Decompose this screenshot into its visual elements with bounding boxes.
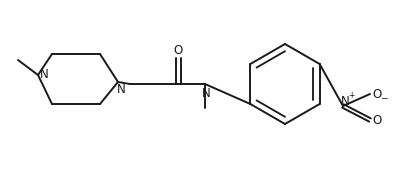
Text: −: − (380, 94, 388, 103)
Text: O: O (173, 44, 183, 56)
Text: N: N (40, 67, 48, 80)
Text: +: + (348, 90, 354, 99)
Text: N: N (341, 94, 349, 108)
Text: O: O (372, 88, 382, 100)
Text: N: N (202, 87, 210, 99)
Text: O: O (372, 114, 382, 126)
Text: N: N (117, 83, 126, 95)
